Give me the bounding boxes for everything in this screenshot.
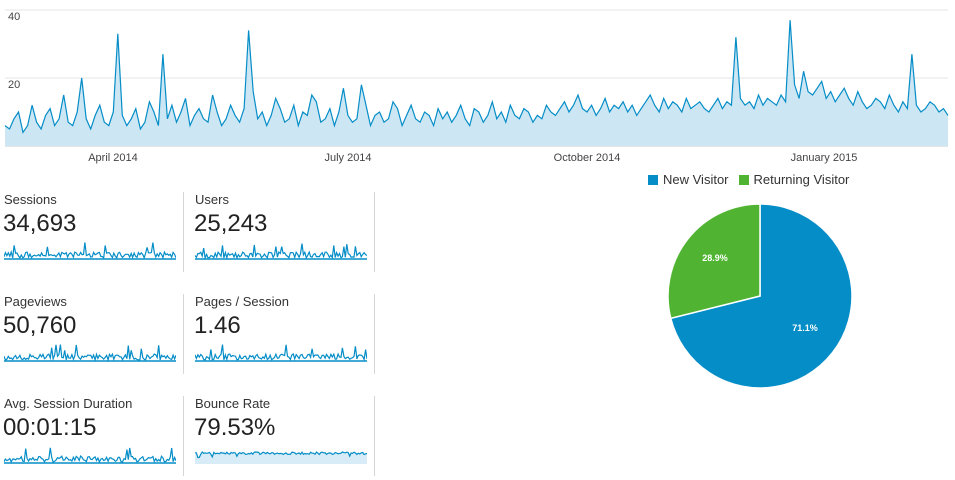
sparkline xyxy=(195,243,367,260)
pie-label: 71.1% xyxy=(792,323,818,333)
x-tick-apr-2014: April 2014 xyxy=(88,152,138,164)
sparkline xyxy=(195,344,367,362)
pie-legend: New Visitor Returning Visitor xyxy=(648,172,849,187)
metric-value: 34,693 xyxy=(3,210,77,237)
x-tick-jul-2014: July 2014 xyxy=(324,152,371,164)
divider xyxy=(183,294,184,374)
sparkline-line xyxy=(195,344,367,362)
metric-value: 1.46 xyxy=(194,312,241,339)
sparkline xyxy=(4,344,176,362)
metric-avg-session-duration[interactable]: Avg. Session Duration 00:01:15 xyxy=(0,396,180,476)
divider xyxy=(183,192,184,272)
pie-slice-returning-visitor[interactable] xyxy=(667,203,761,320)
pie-label: 28.9% xyxy=(702,253,728,263)
legend-label: Returning Visitor xyxy=(753,172,850,187)
sessions-line-chart: 40 20 April 2014 July 2014 October 2014 … xyxy=(4,9,949,164)
metric-value: 00:01:15 xyxy=(3,414,97,441)
sparkline-line xyxy=(195,451,367,459)
sparkline xyxy=(4,447,176,464)
metric-sessions[interactable]: Sessions 34,693 xyxy=(0,192,180,272)
visitor-type-pie-chart: 71.1% 28.9% xyxy=(667,203,853,389)
metric-label: Bounce Rate xyxy=(195,396,271,411)
sparkline-line xyxy=(4,242,176,260)
x-tick-jan-2015: January 2015 xyxy=(791,152,858,164)
metric-bounce-rate[interactable]: Bounce Rate 79.53% xyxy=(191,396,371,476)
sparkline-line xyxy=(4,344,176,362)
metric-value: 25,243 xyxy=(194,210,268,237)
pie-slice-new-visitor[interactable] xyxy=(669,203,853,389)
divider xyxy=(374,294,375,374)
y-tick-20: 20 xyxy=(8,79,20,91)
sessions-line xyxy=(4,20,949,134)
sessions-area xyxy=(5,20,948,147)
x-tick-oct-2014: October 2014 xyxy=(554,152,621,164)
sparkline xyxy=(4,242,176,260)
divider xyxy=(374,396,375,476)
divider xyxy=(183,396,184,476)
metric-users[interactable]: Users 25,243 xyxy=(191,192,371,272)
divider xyxy=(374,192,375,272)
legend-swatch xyxy=(738,174,749,185)
y-tick-40: 40 xyxy=(8,11,20,23)
legend-item-new-visitor[interactable]: New Visitor xyxy=(648,172,729,187)
legend-swatch xyxy=(648,174,658,185)
metric-label: Pageviews xyxy=(4,294,67,309)
metric-label: Users xyxy=(195,192,229,207)
metric-pageviews[interactable]: Pageviews 50,760 xyxy=(0,294,180,374)
sparkline-line xyxy=(4,447,176,464)
metric-label: Sessions xyxy=(4,192,57,207)
legend-label: New Visitor xyxy=(663,172,729,187)
metric-pages-per-session[interactable]: Pages / Session 1.46 xyxy=(191,294,371,374)
metric-label: Pages / Session xyxy=(195,294,289,309)
metric-value: 79.53% xyxy=(194,414,276,441)
sparkline-line xyxy=(195,243,367,260)
metric-label: Avg. Session Duration xyxy=(4,396,133,411)
metric-value: 50,760 xyxy=(3,312,77,339)
sparkline xyxy=(195,451,367,464)
legend-item-returning-visitor[interactable]: Returning Visitor xyxy=(738,172,850,187)
